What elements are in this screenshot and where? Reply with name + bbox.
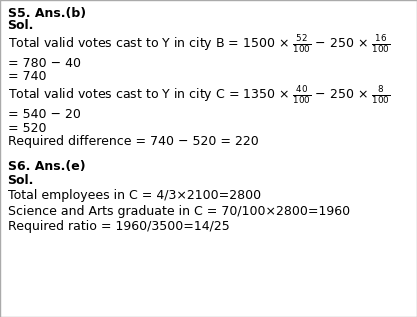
- Text: Required ratio = 1960/3500=14/25: Required ratio = 1960/3500=14/25: [8, 220, 229, 233]
- Text: Total valid votes cast to Y in city B = 1500 × $\frac{52}{100}$ − 250 × $\frac{1: Total valid votes cast to Y in city B = …: [8, 33, 390, 55]
- Text: = 780 − 40: = 780 − 40: [8, 57, 80, 70]
- Text: = 520: = 520: [8, 121, 46, 135]
- Text: Total employees in C = 4/3×2100=2800: Total employees in C = 4/3×2100=2800: [8, 189, 261, 202]
- Text: Sol.: Sol.: [8, 19, 34, 33]
- Text: Total valid votes cast to Y in city C = 1350 × $\frac{40}{100}$ − 250 × $\frac{8: Total valid votes cast to Y in city C = …: [8, 84, 390, 106]
- Text: Sol.: Sol.: [8, 173, 34, 187]
- Text: Science and Arts graduate in C = 70/100×2800=1960: Science and Arts graduate in C = 70/100×…: [8, 204, 349, 218]
- Text: = 740: = 740: [8, 70, 46, 83]
- Text: S6. Ans.(e): S6. Ans.(e): [8, 160, 85, 173]
- Text: = 540 − 20: = 540 − 20: [8, 108, 80, 121]
- Text: Required difference = 740 − 520 = 220: Required difference = 740 − 520 = 220: [8, 135, 258, 148]
- Text: S5. Ans.(b): S5. Ans.(b): [8, 7, 85, 20]
